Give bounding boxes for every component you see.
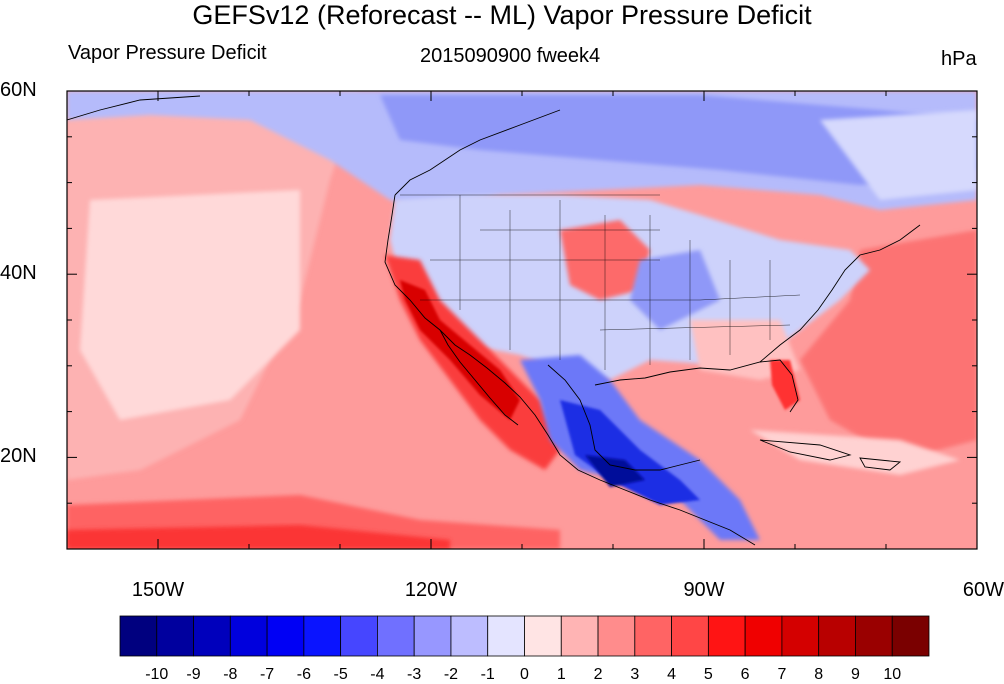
colorbar-swatch xyxy=(266,615,305,657)
colorbar-label: 0 xyxy=(520,666,529,683)
colorbar-label: -4 xyxy=(370,666,385,683)
caribbean-pale xyxy=(750,430,960,475)
colorbar-label: -6 xyxy=(296,666,311,683)
colorbar-swatch xyxy=(193,615,231,657)
colorbar-label: -5 xyxy=(333,666,348,683)
baja-dry-strong xyxy=(400,280,520,420)
mexico-moist xyxy=(520,355,760,540)
colorbar-swatch xyxy=(340,615,378,657)
colorbar-swatch xyxy=(119,615,158,657)
lat-tick-label: 20N xyxy=(0,445,37,468)
colorbar-label: -10 xyxy=(145,666,169,683)
colorbar-swatch xyxy=(377,615,415,657)
lat-tick-label: 40N xyxy=(0,262,37,285)
lat-tick-label: 60N xyxy=(0,79,37,101)
northern-region-deep xyxy=(380,95,977,185)
colorbar-swatch xyxy=(891,615,930,657)
colorbar-label: -2 xyxy=(443,666,459,683)
colorbar-label: -3 xyxy=(407,666,422,683)
colorbar-label: 8 xyxy=(814,666,824,683)
colorbar-swatch xyxy=(781,615,820,657)
colorbar-swatch xyxy=(707,615,746,657)
colorbar-swatch xyxy=(671,615,709,657)
northeast-pale xyxy=(820,110,977,200)
colorbar-label: -9 xyxy=(186,666,201,683)
colorbar-label: 4 xyxy=(667,666,677,683)
colorbar-swatch xyxy=(229,615,268,657)
colorbar-swatch xyxy=(597,615,636,657)
colorbar-swatch xyxy=(450,615,489,657)
lon-tick-label: 150W xyxy=(131,579,185,601)
map-field xyxy=(67,91,977,549)
mexico-moist-strong xyxy=(560,400,700,505)
variable-label: Vapor Pressure Deficit xyxy=(68,42,267,64)
colorbar-swatch xyxy=(524,615,562,657)
colorbar-swatch xyxy=(560,615,599,657)
atlantic-region xyxy=(800,230,977,460)
figure-title: GEFSv12 (Reforecast -- ML) Vapor Pressur… xyxy=(192,0,812,30)
colorbar-label: 10 xyxy=(883,666,902,683)
lon-tick-label: 120W xyxy=(404,579,458,601)
colorbar-label: -8 xyxy=(223,666,238,683)
mexico-moist-peak xyxy=(585,455,645,487)
axis-ticks xyxy=(66,90,978,550)
colorbar-swatch xyxy=(156,615,194,657)
florida-dry xyxy=(770,360,800,410)
colorbar-swatch xyxy=(744,615,783,657)
southern-band-strong xyxy=(67,525,450,549)
colorbar-label: 1 xyxy=(556,666,566,683)
colorbar-swatch xyxy=(303,615,342,657)
lon-tick-label: 90W xyxy=(683,579,725,601)
colorbar-swatch xyxy=(634,615,672,657)
colorbar-swatch xyxy=(818,615,856,657)
midwest-moist xyxy=(630,250,720,330)
colorbar-label: -7 xyxy=(259,666,275,683)
colorbar-label: 9 xyxy=(851,666,860,683)
pacific-lightest-region xyxy=(80,190,300,420)
colorbar-swatch xyxy=(413,615,452,657)
colorbar-label: -1 xyxy=(480,666,495,683)
colorbar-label: 5 xyxy=(703,666,713,683)
colorbar-swatch xyxy=(855,615,893,657)
lon-tick-label: 60W xyxy=(962,579,1004,601)
colorbar-label: 7 xyxy=(777,666,787,683)
coastlines xyxy=(67,95,921,546)
colorbar-label: 6 xyxy=(740,666,750,683)
state-borders xyxy=(400,194,801,370)
colorbar-label: 2 xyxy=(593,666,603,683)
colorbar-label: 3 xyxy=(630,666,640,683)
units-label: hPa xyxy=(941,48,977,70)
colorbar-swatch xyxy=(487,615,525,657)
forecast-date-label: 2015090900 fweek4 xyxy=(420,45,601,67)
